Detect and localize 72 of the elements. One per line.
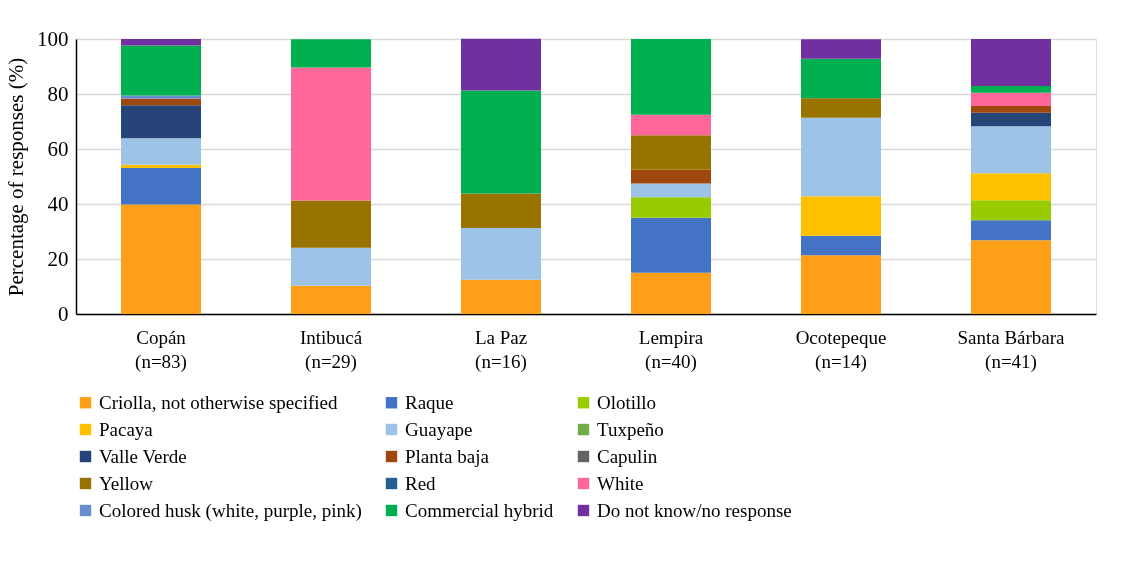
legend-label: Guayape bbox=[405, 418, 473, 440]
legend-label: Criolla, not otherwise specified bbox=[99, 391, 338, 413]
y-tick-label: 20 bbox=[47, 246, 69, 271]
bar bbox=[801, 58, 881, 99]
bar bbox=[121, 204, 201, 314]
y-tick-label: 40 bbox=[47, 191, 69, 216]
bar bbox=[461, 90, 541, 194]
bar bbox=[971, 106, 1051, 113]
bar bbox=[631, 135, 711, 170]
bar bbox=[971, 173, 1051, 201]
legend-label: Planta baja bbox=[405, 445, 490, 467]
bar bbox=[121, 167, 201, 205]
legend-label: Do not know/no response bbox=[597, 499, 792, 521]
y-axis-title: Percentage of responses (%) bbox=[4, 57, 28, 297]
bar bbox=[971, 39, 1051, 87]
legend-label: Red bbox=[405, 472, 437, 494]
bar bbox=[971, 92, 1051, 107]
legend-label: Commercial hybrid bbox=[405, 499, 554, 521]
bar bbox=[291, 67, 371, 201]
bar bbox=[121, 98, 201, 106]
bar bbox=[631, 39, 711, 115]
bar bbox=[801, 39, 881, 59]
legend-label: Capulin bbox=[597, 445, 658, 467]
bar bbox=[631, 272, 711, 314]
bar bbox=[971, 240, 1051, 314]
bar bbox=[971, 112, 1051, 127]
bar bbox=[121, 138, 201, 165]
bar bbox=[801, 98, 881, 118]
bar bbox=[461, 193, 541, 228]
x-tick-label: Copán (n=83) bbox=[135, 326, 187, 373]
x-tick-label: Ocotepeque (n=14) bbox=[795, 326, 887, 373]
bar bbox=[461, 227, 541, 280]
bar bbox=[291, 39, 371, 68]
legend-label: Pacaya bbox=[99, 418, 154, 440]
y-tick-label: 0 bbox=[58, 301, 69, 326]
bar bbox=[631, 183, 711, 198]
bar bbox=[801, 117, 881, 197]
bar bbox=[631, 114, 711, 136]
bar bbox=[291, 247, 371, 286]
y-tick-label: 60 bbox=[47, 136, 69, 161]
bar bbox=[121, 164, 201, 168]
y-tick-label: 100 bbox=[37, 26, 69, 51]
x-tick-label: Santa Bárbara (n=41) bbox=[957, 326, 1066, 373]
bar bbox=[971, 220, 1051, 241]
bar bbox=[801, 255, 881, 314]
legend-label: Yellow bbox=[99, 472, 154, 494]
bar bbox=[121, 39, 201, 46]
bar bbox=[801, 235, 881, 256]
legend-label: White bbox=[597, 472, 644, 494]
bar bbox=[971, 86, 1051, 93]
bar bbox=[801, 196, 881, 236]
x-tick-label: La Paz (n=16) bbox=[474, 326, 528, 373]
y-tick-label: 80 bbox=[47, 81, 69, 106]
bar bbox=[631, 197, 711, 218]
bar bbox=[121, 45, 201, 96]
bar bbox=[971, 200, 1051, 221]
bar bbox=[121, 95, 201, 99]
legend-label: Valle Verde bbox=[99, 445, 187, 467]
legend-label: Raque bbox=[405, 391, 454, 413]
bar bbox=[631, 217, 711, 273]
bar bbox=[291, 285, 371, 314]
bar bbox=[461, 38, 541, 91]
bar bbox=[291, 200, 371, 248]
bar bbox=[461, 279, 541, 314]
x-tick-label: Lempira (n=40) bbox=[638, 326, 704, 373]
bar bbox=[971, 126, 1051, 174]
x-tick-label: Intibucá (n=29) bbox=[299, 326, 363, 373]
bar bbox=[121, 105, 201, 139]
legend-label: Tuxpeño bbox=[597, 418, 664, 440]
legend-label: Olotillo bbox=[597, 391, 657, 413]
bar bbox=[631, 169, 711, 184]
legend-label: Colored husk (white, purple, pink) bbox=[99, 499, 362, 522]
